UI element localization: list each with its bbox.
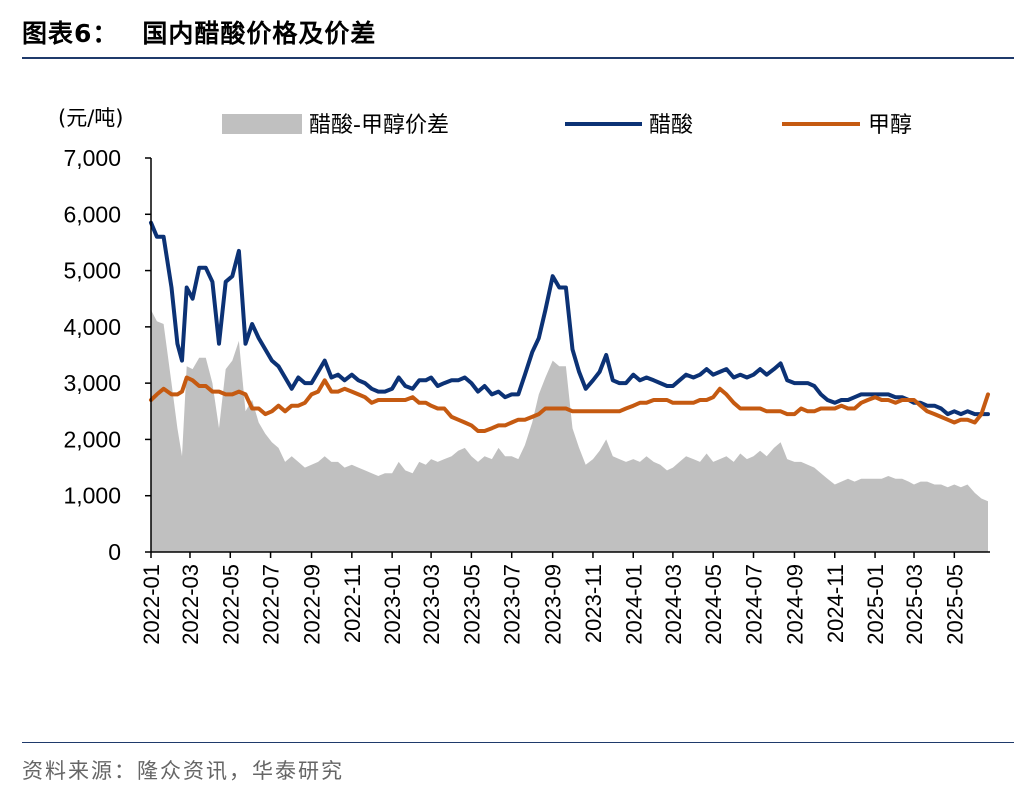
x-tick-label: 2025-01 [863, 564, 888, 645]
x-tick-label: 2024-11 [823, 564, 848, 643]
x-tick-label: 2024-03 [661, 564, 686, 645]
methanol-line [149, 375, 990, 433]
x-tick-label: 2024-05 [701, 564, 726, 645]
x-tick-label: 2024-09 [783, 564, 808, 645]
title-divider [22, 57, 1014, 59]
y-tick-label: 5,000 [63, 258, 121, 284]
y-axis: 0 1,000 2,000 3,000 4,000 5,000 6,000 7,000 [63, 145, 152, 565]
plot-area [149, 220, 990, 552]
footer-divider [22, 742, 1014, 743]
x-tick-label: 2023-07 [500, 564, 525, 645]
y-tick-label: 3,000 [63, 370, 121, 396]
x-tick-label: 2022-01 [139, 564, 164, 645]
x-tick-label: 2022-09 [300, 564, 325, 645]
x-tick-label: 2024-01 [621, 564, 646, 645]
legend-label-acetic-acid: 醋酸 [649, 113, 693, 138]
spread-area [151, 310, 988, 552]
x-tick-label: 2023-09 [541, 564, 566, 645]
x-tick-label: 2023-01 [380, 564, 405, 645]
x-tick-label: 2023-05 [459, 564, 484, 645]
y-tick-label: 2,000 [63, 426, 121, 452]
legend-label-spread: 醋酸-甲醇价差 [309, 113, 449, 138]
y-tick-label: 7,000 [63, 145, 121, 171]
x-axis: 2022-01 2022-03 2022-05 2022-07 2022-09 2022-… [139, 551, 990, 645]
y-tick-label: 0 [108, 539, 121, 565]
y-tick-label: 6,000 [63, 201, 121, 227]
x-tick-label: 2025-03 [902, 564, 927, 645]
x-tick-label: 2022-11 [340, 564, 365, 643]
chart-svg: (元/吨) 醋酸-甲醇价差 醋酸 甲醇 0 1,000 2,000 3,000 4,00… [58, 106, 990, 645]
x-tick-label: 2024-07 [742, 564, 767, 645]
source-note: 资料来源：隆众资讯，华泰研究 [22, 759, 344, 783]
acetic-acid-line [149, 220, 990, 417]
legend-label-methanol: 甲醇 [868, 113, 912, 138]
y-axis-unit-label: (元/吨) [58, 106, 123, 130]
x-tick-label: 2023-11 [581, 564, 606, 643]
x-tick-label: 2025-05 [942, 564, 967, 645]
x-tick-label: 2022-07 [259, 564, 284, 645]
x-tick-label: 2022-05 [218, 564, 243, 645]
x-tick-label: 2022-03 [178, 564, 203, 645]
y-tick-label: 4,000 [63, 314, 121, 340]
figure-title: 图表6： 国内醋酸价格及价差 [22, 14, 376, 50]
legend-swatch-spread [222, 114, 302, 134]
x-tick-label: 2023-03 [419, 564, 444, 645]
figure-title-text: 国内醋酸价格及价差 [142, 19, 377, 48]
figure-number: 图表6： [22, 19, 119, 48]
chart-legend: 醋酸-甲醇价差 醋酸 甲醇 [222, 113, 912, 138]
y-tick-label: 1,000 [63, 483, 121, 509]
